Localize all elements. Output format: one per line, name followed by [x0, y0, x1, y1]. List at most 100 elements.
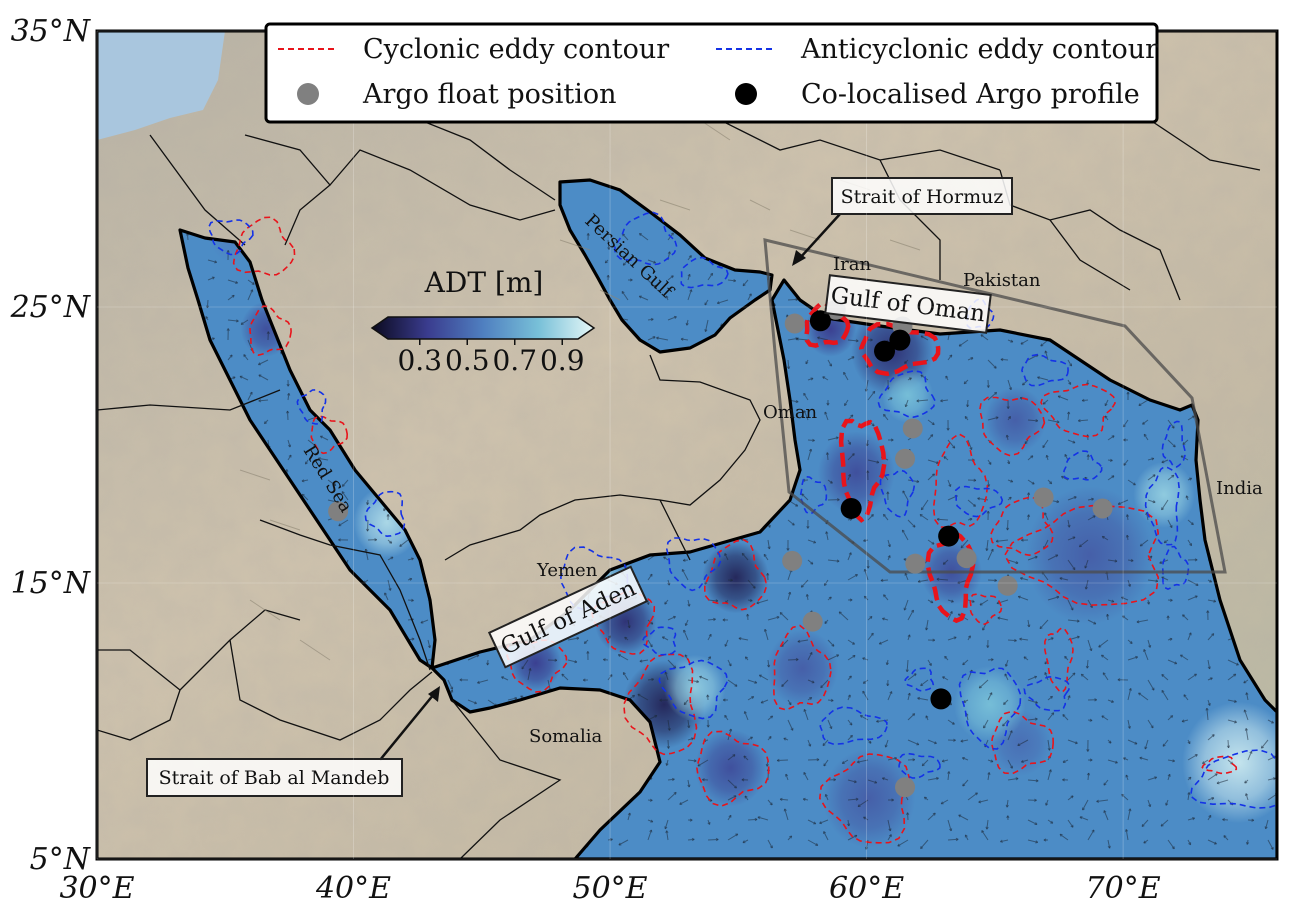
colorbar-ticks: 0.3 0.5 0.7 0.9 — [397, 339, 585, 377]
anticyclonic-eddy-contour — [296, 389, 327, 425]
label-pakistan: Pakistan — [963, 270, 1041, 291]
label-strait-hormuz: Strait of Hormuz — [841, 186, 1004, 208]
region-polygon — [763, 238, 1227, 574]
cyclonic-eddy-contour — [969, 593, 1003, 626]
cyclonic-eddy-contour — [989, 496, 1055, 557]
cyclonic-eddy-contour — [932, 432, 989, 529]
colocalised-argo-profile — [874, 340, 896, 362]
cyclonic-eddy-contour — [772, 624, 832, 711]
label-india: India — [1216, 478, 1263, 499]
colorbar-tick-label: 0.3 — [397, 344, 442, 377]
anticyclonic-eddy-contour — [1062, 450, 1103, 481]
argo-float-position — [802, 611, 823, 632]
cyclonic-eddy-contour — [704, 538, 768, 611]
legend-colocalised-label: Co-localised Argo profile — [801, 79, 1140, 110]
mediterranean-sea — [97, 31, 225, 140]
cyclonic-eddy-contour — [696, 730, 770, 807]
coastline — [178, 178, 1277, 859]
legend-colocalised-swatch — [735, 83, 757, 105]
cyclonic-eddy-contour — [622, 653, 698, 756]
cyclonic-eddy-contour — [1003, 504, 1160, 606]
anticyclonic-eddy-contour — [208, 219, 254, 256]
argo-float-position — [902, 418, 923, 439]
cyclonic-eddy-contour — [818, 753, 911, 844]
cyclonic-eddy-contour — [249, 305, 292, 356]
argo-float-position — [997, 575, 1018, 596]
anticyclonic-eddy-contour — [819, 706, 888, 746]
anticyclonic-eddy-contour — [658, 659, 729, 720]
strait-hormuz-callout: Strait of Hormuz — [792, 177, 1013, 266]
adt-blob — [694, 729, 767, 807]
anticyclonic-eddy-contour — [799, 475, 828, 515]
anticyclonic-eddy-contour — [1023, 676, 1071, 712]
colorbar-tick-label: 0.5 — [445, 344, 490, 377]
argo-float-position — [956, 548, 977, 569]
adt-blob — [822, 748, 916, 848]
cyclonic-eddy-contour — [1201, 755, 1238, 775]
anticyclonic-eddy-contour — [879, 469, 916, 518]
adt-blob — [1025, 486, 1154, 625]
map-panel: Iran Pakistan Oman India Yemen Somalia P… — [97, 31, 1277, 859]
cyclonic-eddy-contour — [978, 396, 1046, 457]
anticyclonic-eddy-contour — [1161, 545, 1190, 590]
colocalised-cyclonic-contour — [858, 321, 941, 377]
anticyclonic-eddy-contour — [641, 626, 677, 656]
cyclonic-eddy-contour — [1044, 626, 1074, 694]
adt-blob — [766, 629, 839, 708]
cyclonic-eddy-contour — [990, 710, 1055, 775]
lon-tick-label: 60°E — [829, 871, 904, 906]
colorbar-title: ADT [m] — [424, 266, 544, 299]
legend-box — [264, 22, 1159, 124]
lat-tick-label: 35°N — [11, 14, 92, 49]
argo-float-position — [1033, 487, 1054, 508]
argo-float-position — [784, 313, 805, 334]
anticyclonic-eddy-contour — [680, 256, 729, 289]
colocalised-argo-profile — [938, 525, 960, 547]
label-yemen: Yemen — [536, 560, 598, 581]
lon-tick-label: 70°E — [1086, 871, 1161, 906]
anticyclonic-eddy-contour — [1189, 749, 1277, 809]
label-somalia: Somalia — [529, 726, 602, 747]
anticyclonic-eddy-contour — [1144, 466, 1180, 546]
lon-tick-label: 40°E — [315, 871, 391, 906]
legend-cyclonic-label: Cyclonic eddy contour — [363, 34, 669, 65]
adt-blob — [953, 665, 1026, 744]
country-borders — [97, 59, 1261, 859]
anticyclonic-eddy-contour — [1161, 420, 1186, 468]
anticyclonic-eddy-contour — [614, 211, 678, 266]
adt-blob — [1133, 461, 1195, 528]
colorbar-tick-label: 0.9 — [540, 344, 585, 377]
anticyclonic-eddy-contour — [954, 485, 1004, 518]
adt-blob — [881, 367, 934, 423]
colocalised-argo-profile — [809, 310, 831, 332]
adt-blob — [702, 541, 770, 614]
argo-float-position — [782, 550, 803, 571]
eddy-contours — [208, 211, 1277, 844]
legend-argo-swatch — [297, 83, 319, 105]
legend-argo-label: Argo float position — [362, 79, 616, 110]
lat-tick-label: 15°N — [11, 566, 92, 601]
lat-tick-label: 25°N — [10, 290, 92, 325]
anticyclonic-eddy-contour — [898, 752, 941, 779]
argo-float-position — [895, 448, 916, 469]
lon-tick-label: 50°E — [573, 871, 648, 906]
label-iran: Iran — [833, 254, 871, 275]
adt-blob — [817, 431, 895, 514]
adt-blob — [663, 654, 726, 721]
legend: Cyclonic eddy contour Anticyclonic eddy … — [264, 22, 1159, 124]
axis-ticks: 30°E 40°E 50°E 60°E 70°E 35°N 25°N 15°N 5°N — [10, 14, 1277, 906]
anticyclonic-eddy-contour — [665, 537, 722, 592]
adt-blob — [1182, 701, 1277, 824]
argo-float-position — [895, 777, 916, 798]
colocalised-argo-profile — [840, 497, 862, 519]
anticyclonic-eddy-contour — [877, 369, 936, 419]
colocalised-cyclonic-contour — [925, 531, 976, 624]
label-strait-bab: Strait of Bab al Mandeb — [159, 767, 390, 789]
colocalised-argo-profile — [930, 688, 952, 710]
strait-bab-callout: Strait of Bab al Mandeb — [146, 686, 440, 797]
lon-tick-label: 30°E — [59, 871, 134, 906]
argo-points — [328, 299, 1113, 798]
colocalised-argo-profile — [889, 329, 911, 351]
